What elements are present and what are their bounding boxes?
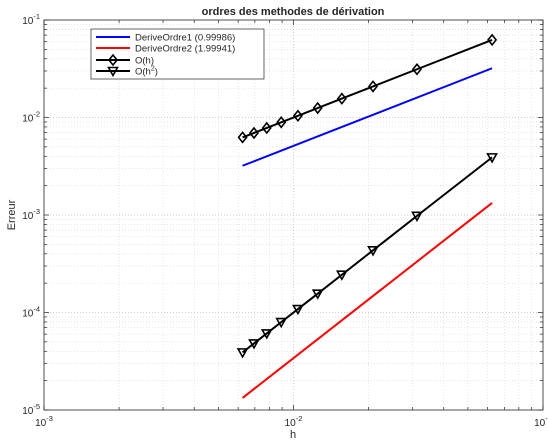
y-tick-label-exponent: -2 <box>33 110 40 119</box>
x-tick-label: 10-1 <box>534 414 548 429</box>
x-tick-label-exponent: -2 <box>296 414 303 423</box>
series-4-line <box>241 156 493 354</box>
series-4-triangle-marker <box>411 211 423 222</box>
y-tick-label: 10-4 <box>22 305 40 320</box>
series-4-triangle-marker <box>260 329 273 340</box>
y-tick-label-exponent: -1 <box>33 12 40 21</box>
series-3-diamond-marker <box>336 92 347 105</box>
y-tick-label: 10-1 <box>22 12 40 27</box>
y-tick-label-base: 10 <box>22 406 34 417</box>
y-tick-label-exponent: -4 <box>33 305 40 314</box>
series-1-line <box>242 67 493 167</box>
legend-label-derive-ordre2: DeriveOrdre2 (1.99941) <box>135 44 235 55</box>
y-tick-label-exponent: -5 <box>33 402 40 411</box>
y-tick-label-base: 10 <box>22 309 34 320</box>
series-4-triangle-marker <box>367 246 379 257</box>
legend-label-order-h2-base: O(h <box>135 67 151 78</box>
x-tick-label-base: 10 <box>285 418 297 429</box>
series-3-diamond-marker <box>487 33 498 47</box>
series-layer <box>236 33 498 399</box>
series-3-diamond-marker <box>261 121 272 135</box>
series-3-diamond-marker <box>248 126 260 140</box>
series-3-diamond-marker <box>292 109 303 123</box>
x-tick-label: 10-3 <box>35 414 53 429</box>
series-4-triangle-marker <box>248 339 260 350</box>
x-tick-label: 10-2 <box>285 414 303 429</box>
x-axis-label: h <box>290 429 296 441</box>
y-tick-label-base: 10 <box>22 16 34 27</box>
chart-title: ordres des methodes de dérivation <box>202 6 385 18</box>
x-tick-label-exponent: -3 <box>46 414 53 423</box>
series-3-diamond-marker <box>237 131 248 144</box>
x-tick-label-base: 10 <box>35 418 47 429</box>
series-4-triangle-marker <box>292 304 304 316</box>
y-axis-label: Erreur <box>6 199 18 230</box>
axis-ticks: 10-310-210-110-510-410-310-210-1 <box>22 12 548 429</box>
legend-diamond-marker-icon <box>107 53 119 67</box>
legend-label-order-h: O(h) <box>135 56 154 67</box>
legend-label-order-h2-exponent: 2 <box>151 66 155 73</box>
series-4-triangle-marker <box>335 270 348 281</box>
legend-label-order-h2: O(h2) <box>135 66 158 78</box>
y-tick-label-base: 10 <box>22 114 34 125</box>
series-3-diamond-marker <box>312 101 323 115</box>
series-2-line <box>241 202 493 399</box>
y-tick-label-exponent: -3 <box>33 207 40 216</box>
legend: DeriveOrdre1 (0.99986) DeriveOrdre2 (1.9… <box>90 28 265 80</box>
x-tick-label-exponent: -1 <box>545 414 548 423</box>
legend-label-derive-ordre1: DeriveOrdre1 (0.99986) <box>135 33 235 44</box>
series-3-diamond-marker <box>276 116 287 129</box>
series-4-triangle-marker <box>236 348 249 359</box>
y-tick-label: 10-2 <box>22 110 40 125</box>
x-tick-label-base: 10 <box>534 418 546 429</box>
y-tick-label-base: 10 <box>22 211 34 222</box>
series-3-diamond-marker <box>411 62 422 76</box>
series-3-diamond-marker <box>367 80 379 93</box>
series-4-triangle-marker <box>275 317 288 329</box>
legend-label-order-h2-tail: ) <box>155 67 158 78</box>
y-tick-label: 10-5 <box>22 402 40 417</box>
series-3-line <box>242 38 493 139</box>
legend-triangle-down-marker-icon <box>107 66 119 78</box>
y-tick-label: 10-3 <box>22 207 40 222</box>
series-4-triangle-marker <box>486 153 498 164</box>
series-4-triangle-marker <box>311 289 324 300</box>
